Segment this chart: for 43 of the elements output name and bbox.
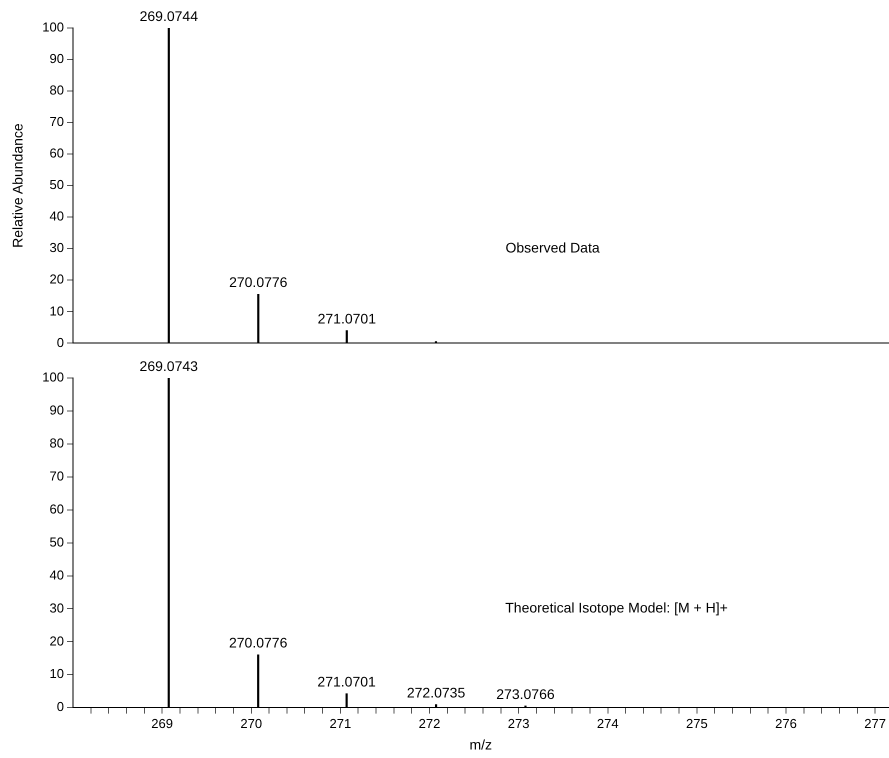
y-tick-label: 100 [42, 370, 64, 385]
annotation: 270.0776 [229, 274, 288, 290]
x-tick-label: 276 [775, 716, 797, 731]
y-tick-label: 50 [50, 534, 64, 550]
y-tick-label: 90 [50, 402, 64, 418]
x-tick-label: 272 [418, 716, 440, 731]
x-tick-label: 270 [240, 716, 262, 731]
y-tick-label: 40 [50, 208, 64, 224]
annotation: 269.0743 [140, 358, 198, 374]
y-tick-label: 30 [50, 600, 64, 616]
y-tick-label: 50 [50, 177, 64, 192]
y-tick-label: 100 [42, 20, 64, 35]
x-axis-title: m/z [469, 736, 492, 752]
annotation: 272.0735 [406, 684, 466, 700]
y-tick-label: 20 [50, 272, 64, 287]
y-tick-label: 60 [50, 146, 64, 161]
annotation: 273.0766 [496, 686, 555, 702]
y-tick-label: 80 [50, 436, 64, 450]
annotation: 271.0701 [317, 674, 376, 690]
y-tick-label: 30 [50, 240, 64, 256]
annotation: Theoretical Isotope Model: [M + H]+ [505, 600, 728, 616]
y-tick-label: 80 [50, 82, 64, 98]
annotation: Observed Data [505, 240, 600, 256]
x-tick-label: 269 [151, 716, 173, 731]
y-tick-label: 0 [56, 334, 64, 350]
x-tick-label: 274 [596, 716, 619, 731]
annotation: 269.0744 [140, 8, 198, 24]
annotation: 271.0701 [318, 310, 376, 326]
y-tick-label: 0 [56, 699, 64, 714]
x-tick-label: 275 [686, 716, 708, 731]
y-axis-title: Relative Abundance [9, 123, 26, 248]
y-tick-label: 90 [50, 51, 64, 66]
y-tick-label: 70 [50, 114, 64, 130]
x-tick-label: 277 [864, 716, 886, 731]
x-tick-label: 273 [508, 716, 530, 731]
y-tick-label: 60 [50, 501, 64, 516]
y-tick-label: 70 [50, 468, 64, 484]
y-tick-label: 10 [50, 666, 64, 682]
y-tick-label: 40 [50, 567, 64, 582]
x-tick-label: 271 [330, 716, 352, 731]
y-tick-label: 10 [50, 303, 64, 318]
annotation: 270.0776 [228, 634, 288, 651]
y-tick-label: 20 [50, 633, 64, 648]
